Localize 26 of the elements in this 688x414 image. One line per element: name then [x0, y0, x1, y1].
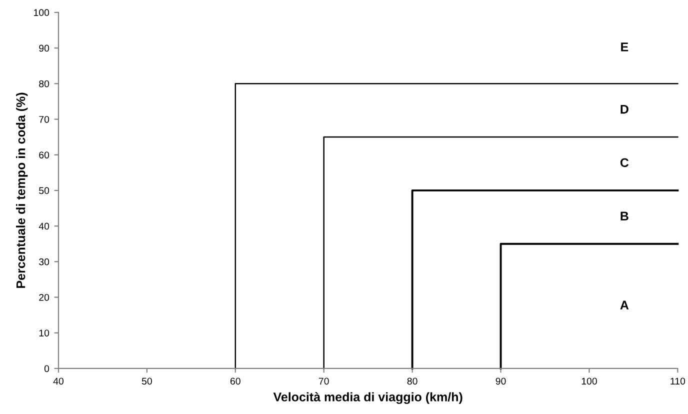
y-tick-label: 20 — [39, 294, 50, 301]
y-tick-label: 90 — [39, 44, 50, 52]
x-tick-label: 60 — [230, 378, 240, 385]
x-axis-title: Velocità media di viaggio (km/h) — [273, 392, 462, 404]
y-tick-label: 30 — [39, 258, 50, 266]
x-tick-label: 110 — [670, 378, 686, 385]
x-tick-label: 40 — [53, 378, 64, 385]
y-tick-label: 80 — [39, 80, 50, 88]
y-tick-label: 50 — [39, 187, 50, 194]
x-tick-label: 100 — [582, 378, 597, 385]
y-tick-label: 100 — [34, 9, 50, 16]
y-tick-label: 60 — [39, 152, 50, 158]
annotation: C — [620, 158, 629, 168]
annotation: B — [620, 212, 628, 220]
y-tick-label: 40 — [38, 222, 50, 230]
annotation: D — [620, 104, 628, 114]
x-tick-label: 80 — [407, 378, 418, 385]
x-tick-label: 90 — [496, 378, 506, 385]
annotation: A — [620, 300, 629, 310]
y-tick-label: 70 — [39, 116, 50, 123]
y-tick-label: 10 — [39, 330, 50, 336]
y-tick-label: 0 — [44, 365, 50, 372]
annotation: E — [621, 42, 628, 52]
x-tick-label: 50 — [142, 378, 152, 385]
x-tick-label: 70 — [318, 378, 329, 385]
y-axis-title: Percentuale di tempo in coda (%) — [16, 92, 28, 288]
